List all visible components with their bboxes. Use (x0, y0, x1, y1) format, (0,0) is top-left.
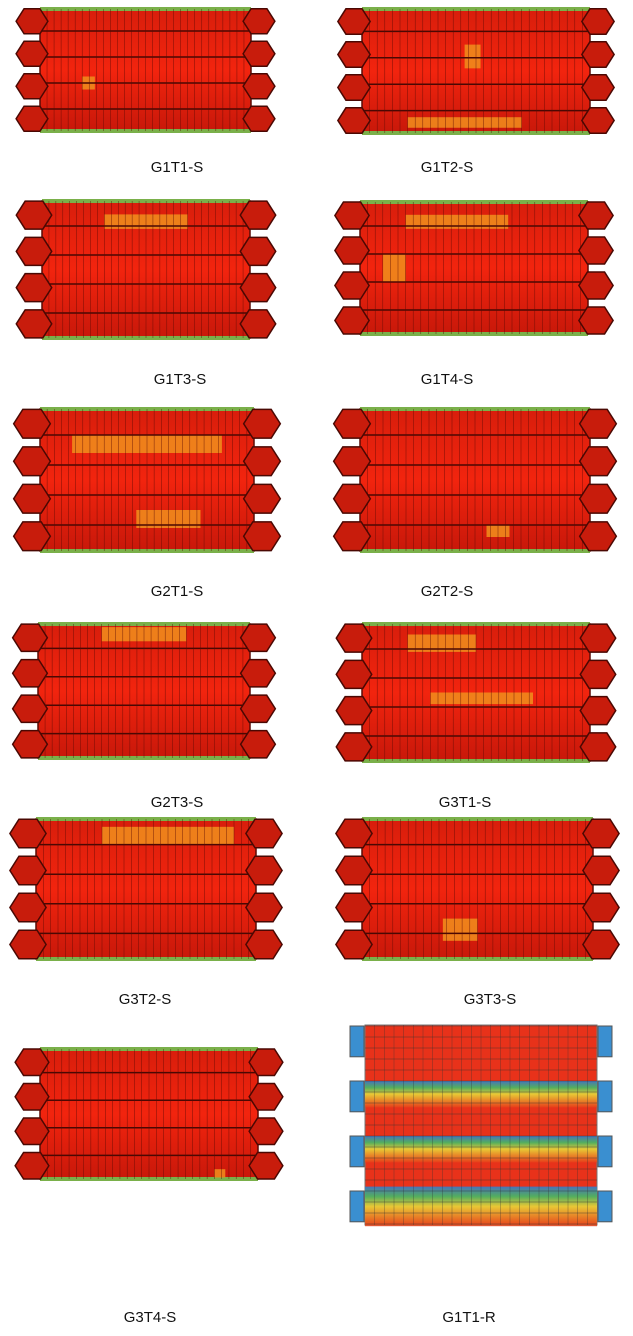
fold-lobe (582, 9, 614, 34)
flange (598, 1191, 612, 1222)
simulation-image (334, 407, 617, 553)
panel-label: G3T2-S (119, 991, 172, 1008)
fold-lobe (336, 733, 371, 761)
fold-lobe (241, 731, 276, 758)
panel-label: G2T2-S (421, 583, 474, 600)
fold-lobe (240, 310, 275, 338)
flange (598, 1081, 612, 1112)
fold-lobe (338, 75, 370, 100)
page: G1T1-S G1T2-S G1T3-S G1T4-S G2T1-S G2T2-S G2T3… (0, 0, 633, 1336)
fold-lobe (335, 202, 369, 229)
fold-lobe (338, 42, 370, 67)
panel-label: G2T1-S (151, 583, 204, 600)
panel-label: G3T3-S (464, 991, 517, 1008)
fold-lobe (335, 272, 369, 299)
fold-lobe (13, 695, 48, 722)
fold-lobe (582, 75, 614, 100)
simulation-image (336, 817, 619, 961)
flange (350, 1191, 364, 1222)
simulation-image (13, 622, 276, 760)
fold-lobe (582, 42, 614, 67)
fold-lobe (580, 660, 615, 688)
panel-label: G3T1-S (439, 794, 492, 811)
fold-lobe (13, 624, 48, 651)
fold-lobe (13, 731, 48, 758)
panel-label: G2T3-S (151, 794, 204, 811)
fold-lobe (335, 307, 369, 334)
fold-lobe (16, 74, 48, 99)
fold-lobe (15, 1083, 49, 1110)
flange (350, 1026, 364, 1057)
fold-lobe (16, 310, 51, 338)
stress-patch (465, 45, 481, 69)
panel-label: G3T4-S (124, 1309, 177, 1326)
fold-lobe (243, 106, 275, 131)
fold-lobe (15, 1152, 49, 1179)
fold-lobe (13, 660, 48, 687)
simulation-image (15, 1047, 283, 1181)
simulation-image (16, 199, 275, 340)
fold-lobe (16, 41, 48, 66)
fold-lobe (240, 274, 275, 302)
fold-lobe (243, 41, 275, 66)
flange (598, 1026, 612, 1057)
flange (350, 1136, 364, 1167)
panel-label: G1T4-S (421, 371, 474, 388)
fold-lobe (16, 106, 48, 131)
fold-lobe (243, 9, 275, 34)
stress-patch (214, 1169, 225, 1177)
fold-lobe (580, 733, 615, 761)
fold-lobe (338, 9, 370, 34)
fold-lobe (241, 624, 276, 651)
stress-patch (383, 254, 406, 282)
stress-patch (408, 117, 522, 128)
panel-label: G1T3-S (154, 371, 207, 388)
simulation-image (336, 622, 615, 763)
fold-lobe (579, 202, 613, 229)
fold-lobe (336, 660, 371, 688)
simulation-image (16, 7, 275, 133)
fold-lobe (16, 237, 51, 265)
fold-lobe (579, 237, 613, 264)
fold-lobe (579, 307, 613, 334)
fold-lobe (249, 1118, 283, 1145)
fold-lobe (335, 237, 369, 264)
stress-patch (443, 919, 478, 941)
fold-lobe (249, 1049, 283, 1076)
fold-lobe (240, 237, 275, 265)
fold-lobe (249, 1083, 283, 1110)
fold-lobe (240, 201, 275, 229)
simulation-image (10, 817, 282, 961)
fold-lobe (243, 74, 275, 99)
fold-lobe (241, 695, 276, 722)
fold-lobe (16, 274, 51, 302)
fold-lobe (582, 108, 614, 133)
simulation-image (335, 200, 613, 336)
panel-label: G1T1-S (151, 159, 204, 176)
panel-label: G1T1-R (442, 1309, 496, 1326)
flange (598, 1136, 612, 1167)
fold-lobe (15, 1049, 49, 1076)
simulation-image (338, 7, 614, 135)
fold-lobe (249, 1152, 283, 1179)
fold-lobe (336, 697, 371, 725)
fold-lobe (579, 272, 613, 299)
fold-lobe (336, 624, 371, 652)
fold-lobe (16, 201, 51, 229)
fold-lobe (16, 9, 48, 34)
fold-lobe (15, 1118, 49, 1145)
figure: G1T1-S G1T2-S G1T3-S G1T4-S G2T1-S G2T2-S G2T3… (0, 0, 633, 1336)
fold-lobe (338, 108, 370, 133)
flange (350, 1081, 364, 1112)
simulation-image (14, 407, 281, 553)
fold-lobe (580, 697, 615, 725)
fold-lobe (241, 660, 276, 687)
panel-label: G1T2-S (421, 159, 474, 176)
fold-lobe (580, 624, 615, 652)
simulation-image (350, 1025, 612, 1226)
